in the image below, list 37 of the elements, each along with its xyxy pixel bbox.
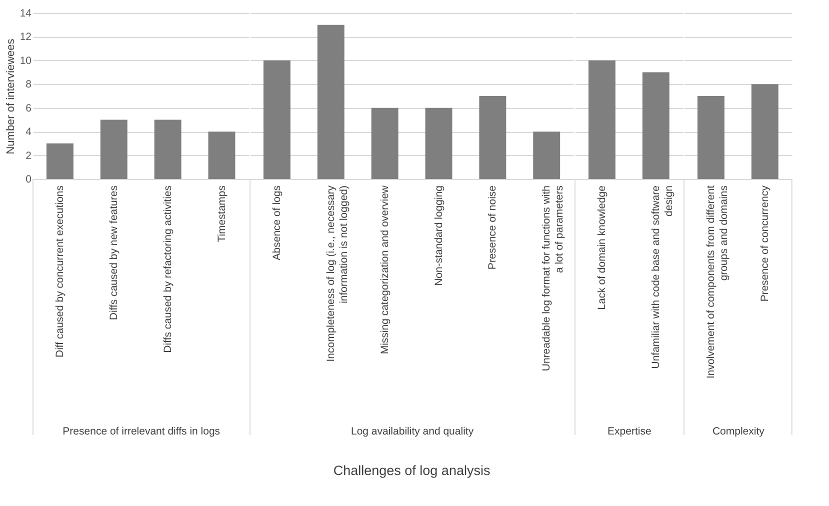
x-tick-label: Diff caused by concurrent executions	[54, 186, 66, 358]
y-tick-label: 8	[26, 78, 32, 91]
bar	[100, 120, 128, 179]
y-tick-label: 2	[26, 150, 32, 162]
text: Challenges of log analysis	[333, 463, 490, 478]
y-tick-label: 10	[20, 54, 32, 67]
x-tick-label: Lack of domain knowledge	[596, 185, 608, 310]
y-tick-label: 6	[26, 102, 32, 114]
x-axis-title: Complexity	[712, 426, 766, 438]
bar	[533, 132, 560, 179]
x-tick-label: Presence of noise	[486, 185, 499, 270]
bar	[208, 132, 236, 179]
x-axis-title: Log availability and quality	[350, 426, 474, 438]
bar	[263, 60, 290, 179]
bar	[46, 143, 74, 179]
x-tick-label: Non-standard logging	[432, 185, 445, 286]
bar	[317, 24, 344, 179]
x-tick-label: Missing categorization and overview	[378, 185, 391, 354]
x-tick-label: Diffs caused by new features	[108, 186, 120, 320]
x-tick-label: Timestamps	[216, 186, 228, 242]
x-axis-title: Expertise	[608, 426, 652, 438]
y-tick-label: 14	[20, 8, 32, 20]
x-tick-label: Unreadable log format for functions with a lot of parameters	[540, 185, 566, 372]
y-tick-label: 0	[26, 174, 32, 186]
x-tick-label: Presence of concurrency	[758, 184, 771, 302]
y-axis-title: Number of interviewees	[4, 38, 17, 154]
y-tick-label: 4	[26, 126, 32, 138]
x-tick-label: Diffs caused by refactoring activities	[162, 186, 174, 353]
x-axis-title: Presence of irrelevant diffs in logs	[62, 426, 220, 438]
bar	[425, 108, 452, 179]
bar	[154, 120, 182, 179]
x-tick-label: Unfamiliar with code base and software design	[650, 185, 675, 369]
x-tick-label: Absence of logs	[270, 186, 283, 260]
bar	[371, 108, 398, 179]
x-tick-label: Incompleteness of log (i.e., necessary information is not logged)	[324, 184, 350, 362]
bar	[479, 96, 506, 179]
y-tick-label: 12	[20, 31, 32, 44]
